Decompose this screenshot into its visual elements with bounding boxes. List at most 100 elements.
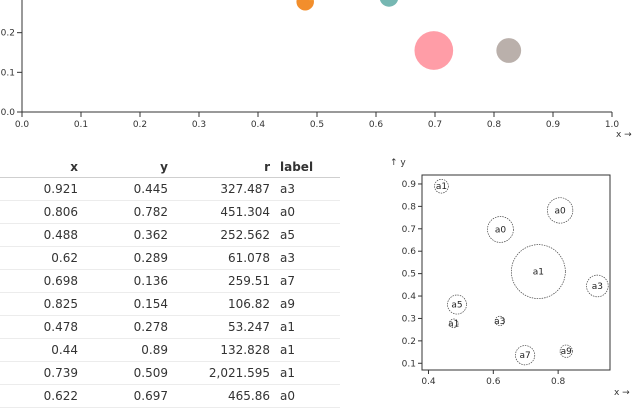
point-label: a5 xyxy=(451,301,462,311)
point-label: a1 xyxy=(533,268,544,278)
table-cell-r: 252.562 xyxy=(172,224,274,247)
x-tick-label: 0.8 xyxy=(487,120,502,130)
table-cell-label: a1 xyxy=(274,339,340,362)
table-cell-r: 106.82 xyxy=(172,293,274,316)
x-tick-label: 0.4 xyxy=(421,377,436,387)
point-label: a1 xyxy=(448,319,459,329)
table-cell-x: 0.44 xyxy=(0,339,82,362)
point-label: a0 xyxy=(554,206,566,216)
table-cell-label: a5 xyxy=(274,224,340,247)
x-tick-label: 0.9 xyxy=(546,120,561,130)
mini-axes: 0.1 0.2 0.3 0.4 0.5 0.6 0.7 0.8 0.9 0.4 0.6 0.8 ↑ y x… xyxy=(390,158,630,398)
y-tick-label: 0.7 xyxy=(402,225,416,235)
table-cell-y: 0.136 xyxy=(82,270,172,293)
table-cell-x: 0.806 xyxy=(0,201,82,224)
table-cell-y: 0.782 xyxy=(82,201,172,224)
table-cell-x: 0.921 xyxy=(0,178,82,201)
x-tick-label: 0.7 xyxy=(428,120,442,130)
table-cell-x: 0.825 xyxy=(0,293,82,316)
table-cell-x: 0.698 xyxy=(0,270,82,293)
x-axis-label: x → xyxy=(614,388,630,398)
table-cell-x: 0.488 xyxy=(0,224,82,247)
table-cell-r: 53.247 xyxy=(172,316,274,339)
point-label: a0 xyxy=(495,225,507,235)
y-tick-label: 0.2 xyxy=(402,337,416,347)
x-tick-label: 0.4 xyxy=(251,120,266,130)
y-tick-label: 0.2 xyxy=(1,29,15,39)
table-cell-label: a3 xyxy=(274,247,340,270)
x-axis-label: x → xyxy=(616,130,632,140)
y-tick-label: 0.5 xyxy=(402,270,416,280)
x-tick-label: 0.0 xyxy=(15,120,30,130)
x-tick-label: 0.1 xyxy=(74,120,88,130)
bubble xyxy=(296,0,314,10)
y-axis-label: ↑ y xyxy=(390,158,406,168)
table-cell-y: 0.89 xyxy=(82,339,172,362)
plot-frame xyxy=(422,175,610,370)
table-cell-r: 465.86 xyxy=(172,385,274,408)
table-cell-y: 0.445 xyxy=(82,178,172,201)
x-tick-label: 0.2 xyxy=(133,120,147,130)
table-cell-x: 0.62 xyxy=(0,247,82,270)
table-cell-r: 2,021.595 xyxy=(172,362,274,385)
table-cell-r: 451.304 xyxy=(172,201,274,224)
table-cell-x: 0.478 xyxy=(0,316,82,339)
table-cell-label: a0 xyxy=(274,201,340,224)
y-tick-label: 0.1 xyxy=(402,359,416,369)
table-cell-label: a3 xyxy=(274,178,340,201)
point-label: a9 xyxy=(561,347,573,357)
x-tick-label: 0.8 xyxy=(551,377,566,387)
table-cell-label: a7 xyxy=(274,270,340,293)
point-label: a3 xyxy=(592,282,603,292)
table-cell-r: 61.078 xyxy=(172,247,274,270)
table-cell-y: 0.509 xyxy=(82,362,172,385)
table-cell-label: a1 xyxy=(274,362,340,385)
bubble xyxy=(414,31,453,70)
bubble-chart: 0.00.10.20.30.00.10.20.30.40.50.60.70.80… xyxy=(0,0,640,145)
y-tick-label: 0.8 xyxy=(402,202,417,212)
bubble xyxy=(496,38,521,63)
table-cell-label: a1 xyxy=(274,316,340,339)
y-tick-label: 0.6 xyxy=(402,247,417,257)
column-header-x[interactable]: x xyxy=(0,157,82,178)
table-cell-r: 132.828 xyxy=(172,339,274,362)
y-tick-label: 0.3 xyxy=(402,314,416,324)
table-cell-y: 0.289 xyxy=(82,247,172,270)
x-tick-label: 0.3 xyxy=(192,120,206,130)
column-header-y[interactable]: y xyxy=(82,157,172,178)
y-tick-label: 0.9 xyxy=(402,180,417,190)
x-tick-label: 0.6 xyxy=(369,120,384,130)
table-cell-x: 0.739 xyxy=(0,362,82,385)
point-label: a7 xyxy=(519,351,530,361)
column-header-label[interactable]: label xyxy=(274,157,340,178)
bubble xyxy=(380,0,399,7)
x-tick-label: 0.6 xyxy=(486,377,501,387)
top-axes: 0.00.10.20.30.00.10.20.30.40.50.60.70.80… xyxy=(1,0,633,140)
table-cell-label: a9 xyxy=(274,293,340,316)
table-cell-r: 259.51 xyxy=(172,270,274,293)
table-header-row: x y r label xyxy=(0,157,340,178)
x-tick-label: 1.0 xyxy=(605,120,620,130)
table-cell-y: 0.278 xyxy=(82,316,172,339)
table-cell-y: 0.697 xyxy=(82,385,172,408)
point-label: a1 xyxy=(436,182,447,192)
table-cell-y: 0.362 xyxy=(82,224,172,247)
y-tick-label: 0.4 xyxy=(402,292,417,302)
table-cell-x: 0.622 xyxy=(0,385,82,408)
table-cell-y: 0.154 xyxy=(82,293,172,316)
labeled-scatter-chart: 0.1 0.2 0.3 0.4 0.5 0.6 0.7 0.8 0.9 0.4 0.6 0.8 ↑ y x… xyxy=(380,150,640,400)
y-tick-label: 0.0 xyxy=(1,108,16,118)
table-cell-label: a0 xyxy=(274,385,340,408)
table-cell-r: 327.487 xyxy=(172,178,274,201)
column-header-r[interactable]: r xyxy=(172,157,274,178)
